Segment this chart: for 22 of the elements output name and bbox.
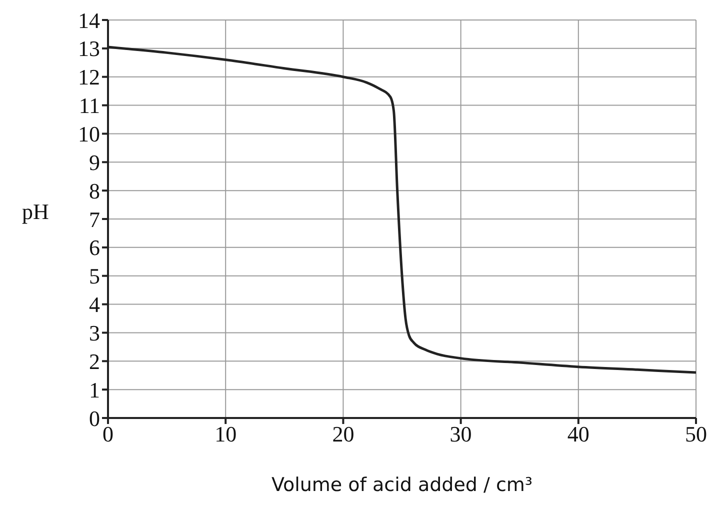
- y-tick-label: 9: [89, 150, 100, 175]
- x-tick-label: 50: [685, 422, 707, 447]
- y-tick-label: 11: [78, 93, 100, 118]
- y-tick-label: 12: [78, 64, 100, 90]
- y-tick-label: 2: [89, 348, 100, 374]
- x-tick-label: 40: [567, 422, 590, 447]
- y-tick-label: 6: [89, 235, 100, 260]
- y-tick-label: 4: [89, 292, 100, 318]
- y-tick-label: 0: [89, 406, 100, 431]
- y-axis-title: pH: [22, 199, 49, 224]
- y-tick-label: 13: [78, 36, 100, 62]
- x-axis-title: Volume of acid added / cm³: [271, 474, 533, 496]
- y-tick-label: 3: [89, 320, 100, 346]
- y-tick-label: 1: [89, 377, 100, 402]
- y-tick-label: 10: [78, 122, 100, 147]
- y-tick-label: 14: [78, 8, 100, 33]
- x-tick-label: 10: [214, 422, 237, 447]
- y-tick-label: 5: [89, 264, 100, 289]
- y-tick-label: 7: [89, 206, 100, 232]
- x-tick-label: 20: [332, 422, 354, 447]
- y-tick-label: 8: [89, 178, 100, 204]
- x-tick-label: 30: [450, 422, 472, 447]
